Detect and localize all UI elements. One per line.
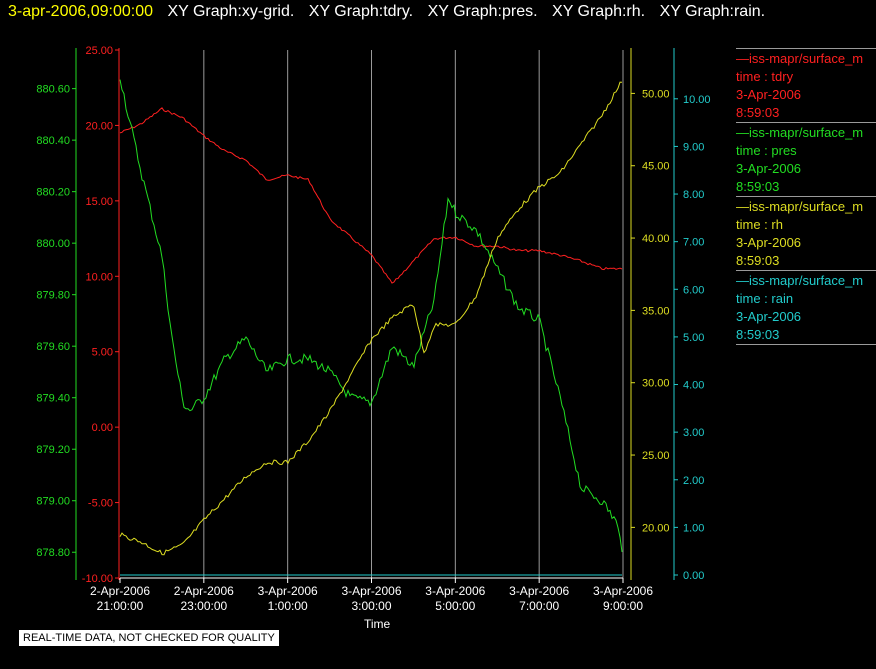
y-tick-label-rh: 30.00 — [642, 378, 670, 390]
legend-entry-rh: —iss-mapr/surface_m time : rh 3-Apr-2006… — [736, 196, 876, 270]
graph-title-xy-grid: XY Graph:xy-grid. — [167, 3, 295, 20]
y-tick-label-tdry: 15.00 — [85, 196, 113, 208]
legend-field: time : rh — [736, 217, 783, 232]
y-tick-label-rain: 0.00 — [683, 570, 704, 582]
x-tick-label-date: 3-Apr-2006 — [509, 584, 569, 598]
y-tick-label-rain: 3.00 — [683, 427, 704, 439]
y-tick-label-rh: 25.00 — [642, 450, 670, 462]
legend-time: 8:59:03 — [736, 327, 780, 342]
legend-source: —iss-mapr/surface_m — [736, 125, 864, 140]
x-tick-label-date: 3-Apr-2006 — [341, 584, 401, 598]
y-tick-label-pres: 879.20 — [36, 444, 70, 456]
legend-source: —iss-mapr/surface_m — [736, 273, 864, 288]
graph-title-rh: XY Graph:rh. — [552, 3, 646, 20]
legend-time: 8:59:03 — [736, 253, 780, 268]
y-tick-label-pres: 878.80 — [36, 547, 70, 559]
legend-time: 8:59:03 — [736, 179, 780, 194]
y-tick-label-rh: 35.00 — [642, 305, 670, 317]
y-tick-label-pres: 879.00 — [36, 496, 70, 508]
y-tick-label-tdry: -10.00 — [82, 573, 113, 585]
legend-source: —iss-mapr/surface_m — [736, 51, 864, 66]
legend: —iss-mapr/surface_m time : tdry 3-Apr-20… — [736, 48, 876, 345]
y-tick-label-rh: 45.00 — [642, 161, 670, 173]
y-tick-label-tdry: 0.00 — [92, 422, 113, 434]
x-tick-label-date: 3-Apr-2006 — [258, 584, 318, 598]
y-tick-label-tdry: -5.00 — [88, 498, 113, 510]
legend-date: 3-Apr-2006 — [736, 235, 802, 250]
x-axis-title: Time — [364, 617, 391, 631]
y-tick-label-pres: 880.60 — [36, 84, 70, 96]
legend-date: 3-Apr-2006 — [736, 309, 802, 324]
graph-title-rain: XY Graph:rain. — [659, 3, 766, 20]
y-tick-label-rain: 6.00 — [683, 284, 704, 296]
y-tick-label-rain: 8.00 — [683, 189, 704, 201]
x-tick-label-time: 21:00:00 — [97, 599, 144, 613]
x-tick-label-date: 3-Apr-2006 — [425, 584, 485, 598]
y-tick-label-pres: 880.40 — [36, 135, 70, 147]
legend-entry-pres: —iss-mapr/surface_m time : pres 3-Apr-20… — [736, 122, 876, 196]
y-tick-label-rain: 1.00 — [683, 522, 704, 534]
y-tick-label-pres: 880.00 — [36, 238, 70, 250]
x-tick-label-time: 23:00:00 — [180, 599, 227, 613]
x-tick-label-time: 7:00:00 — [519, 599, 559, 613]
x-tick-label-time: 1:00:00 — [268, 599, 308, 613]
graph-title-pres: XY Graph:pres. — [427, 3, 538, 20]
x-tick-label-time: 9:00:00 — [603, 599, 643, 613]
x-tick-label-date: 2-Apr-2006 — [174, 584, 234, 598]
x-tick-label-date: 2-Apr-2006 — [90, 584, 150, 598]
y-tick-label-pres: 879.80 — [36, 290, 70, 302]
x-tick-label-date: 3-Apr-2006 — [593, 584, 653, 598]
y-tick-label-rain: 5.00 — [683, 332, 704, 344]
x-tick-label-time: 5:00:00 — [435, 599, 475, 613]
legend-entry-tdry: —iss-mapr/surface_m time : tdry 3-Apr-20… — [736, 48, 876, 122]
y-tick-label-tdry: 10.00 — [85, 271, 113, 283]
y-tick-label-rain: 9.00 — [683, 141, 704, 153]
y-tick-label-rh: 50.00 — [642, 88, 670, 100]
legend-time: 8:59:03 — [736, 105, 780, 120]
x-tick-label-time: 3:00:00 — [351, 599, 391, 613]
timestamp: 3-apr-2006,09:00:00 — [8, 3, 153, 20]
y-tick-label-rh: 40.00 — [642, 233, 670, 245]
legend-field: time : rain — [736, 291, 794, 306]
y-tick-label-pres: 880.20 — [36, 187, 70, 199]
y-tick-label-pres: 879.60 — [36, 341, 70, 353]
title-bar: 3-apr-2006,09:00:00 XY Graph:xy-grid. XY… — [8, 3, 775, 21]
y-tick-label-rh: 20.00 — [642, 522, 670, 534]
y-tick-label-rain: 4.00 — [683, 380, 704, 392]
series-line-rh — [119, 81, 623, 556]
y-tick-label-tdry: 20.00 — [85, 120, 113, 132]
y-tick-label-rain: 10.00 — [683, 94, 711, 106]
y-tick-label-tdry: 5.00 — [92, 347, 113, 359]
legend-date: 3-Apr-2006 — [736, 161, 802, 176]
legend-source: —iss-mapr/surface_m — [736, 199, 864, 214]
series-line-pres — [119, 79, 623, 553]
y-tick-label-rain: 2.00 — [683, 475, 704, 487]
series-line-tdry — [119, 107, 623, 284]
y-tick-label-rain: 7.00 — [683, 237, 704, 249]
legend-date: 3-Apr-2006 — [736, 87, 802, 102]
y-tick-label-tdry: 25.00 — [85, 45, 113, 57]
legend-field: time : tdry — [736, 69, 794, 84]
legend-field: time : pres — [736, 143, 797, 158]
legend-entry-rain: —iss-mapr/surface_m time : rain 3-Apr-20… — [736, 270, 876, 345]
graph-title-tdry: XY Graph:tdry. — [308, 3, 414, 20]
y-tick-label-pres: 879.40 — [36, 393, 70, 405]
quality-notice: REAL-TIME DATA, NOT CHECKED FOR QUALITY — [19, 630, 279, 646]
